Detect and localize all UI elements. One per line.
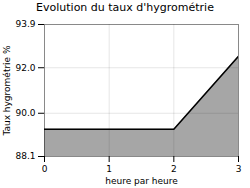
svg-text:heure par heure: heure par heure (105, 176, 178, 186)
svg-text:3: 3 (236, 164, 242, 174)
html-text:Evolution du taux d'hygrométri: Evolution du taux d'hygrométrie (36, 1, 214, 14)
svg-text:90.0: 90.0 (15, 108, 35, 118)
svg-text:88.1: 88.1 (15, 151, 35, 161)
svg-text:2: 2 (171, 164, 177, 174)
svg-text:0: 0 (42, 164, 48, 174)
svg-text:93.9: 93.9 (15, 19, 35, 29)
svg-text:92.0: 92.0 (15, 63, 35, 73)
svg-text:Taux hygrométrie %: Taux hygrométrie % (2, 45, 12, 137)
svg-text:1: 1 (106, 164, 112, 174)
